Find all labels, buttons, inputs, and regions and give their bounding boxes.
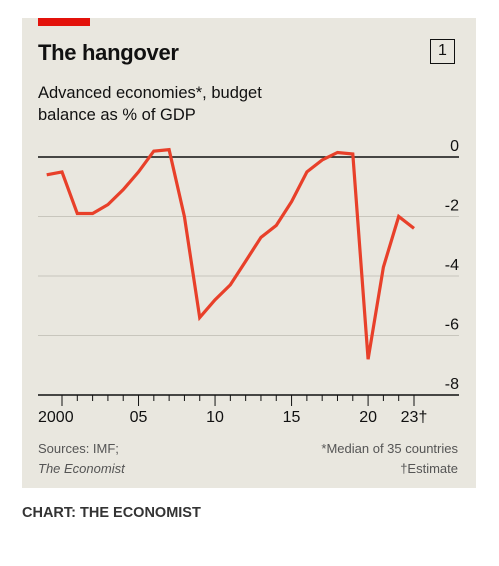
x-tick-label: 20 (359, 409, 377, 426)
y-tick-labels: 0 -2 -4 -6 -8 (445, 138, 459, 393)
x-axis: 2000 05 10 15 20 23† (38, 395, 427, 426)
x-tick-label: 23† (401, 409, 428, 426)
subtitle-line-1: Advanced economies*, budget (38, 84, 262, 102)
brand-red-tab (38, 18, 90, 26)
chart-credit: CHART: THE ECONOMIST (22, 505, 201, 521)
series-layer (46, 147, 415, 360)
y-tick-label: 0 (450, 138, 459, 155)
y-tick-label: -6 (445, 317, 459, 334)
sources-name: The Economist (38, 461, 125, 476)
y-tick-label: -2 (445, 198, 459, 215)
budget-balance-series-line (46, 147, 415, 360)
chart-title: The hangover (38, 40, 179, 65)
grid-layer (38, 156, 459, 396)
chart-number-badge: 1 (430, 39, 455, 64)
footnote-median: *Median of 35 countries (321, 441, 458, 456)
footnote-estimate: †Estimate (400, 461, 458, 476)
x-tick-label: 15 (283, 409, 301, 426)
x-tick-label: 2000 (38, 409, 74, 426)
x-tick-label: 10 (206, 409, 224, 426)
sources-label: Sources: IMF; (38, 441, 119, 456)
y-tick-label: -4 (445, 257, 459, 274)
chart-panel (22, 18, 476, 488)
subtitle-line-2: balance as % of GDP (38, 106, 196, 124)
x-tick-label: 05 (130, 409, 148, 426)
chart-subtitle: Advanced economies*, budget balance as %… (38, 82, 262, 126)
y-tick-label: -8 (445, 376, 459, 393)
